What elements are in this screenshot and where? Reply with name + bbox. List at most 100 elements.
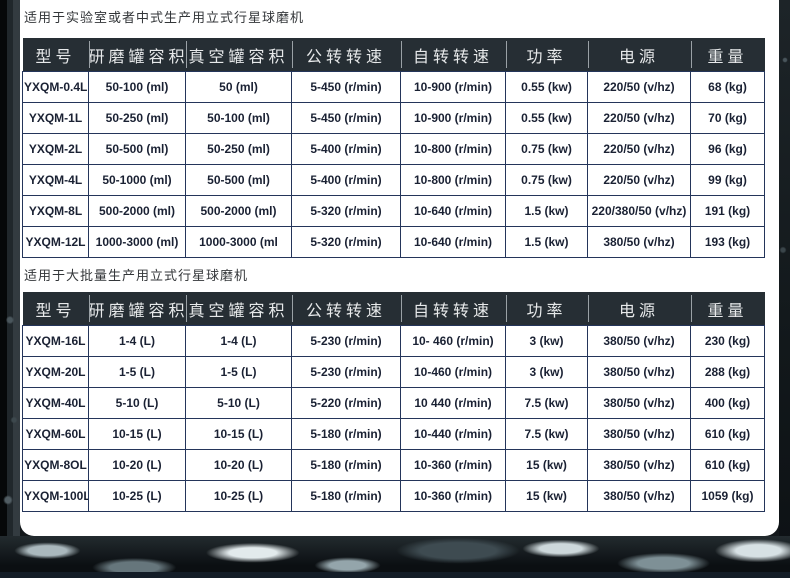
spec-cell: 400 (kg) — [690, 387, 765, 419]
spec-cell: 5-10 (L) — [185, 387, 292, 419]
spec-cell: 5-400 (r/min) — [291, 164, 401, 196]
column-header: 功率 — [505, 292, 588, 326]
spec-cell: 380/50 (v/hz) — [587, 387, 691, 419]
spec-cell: 220/50 (v/hz) — [587, 71, 691, 103]
spec-cell: 220/50 (v/hz) — [587, 133, 691, 165]
column-header: 自转转速 — [400, 292, 506, 326]
spec-cell: 10-360 (r/min) — [400, 449, 506, 481]
spec-cell: 68 (kg) — [690, 71, 765, 103]
spec-cell: 10-360 (r/min) — [400, 480, 506, 512]
spec-cell: 50-100 (ml) — [88, 71, 186, 103]
table-row: YXQM-1L 50-250 (ml) 50-100 (ml) 5-450 (r/mi… — [22, 102, 765, 134]
column-header: 功率 — [505, 38, 588, 72]
model-cell: YXQM-12L — [22, 226, 89, 258]
section-title-mass-production: 适用于大批量生产用立式行星球磨机 — [24, 268, 249, 283]
spec-cell: 10-640 (r/min) — [400, 226, 506, 258]
spec-cell: 220/380/50 (v/hz) — [587, 195, 691, 227]
table-row: YXQM-12L 1000-3000 (ml) 1000-3000 (ml 5-320… — [22, 226, 765, 258]
spec-cell: 70 (kg) — [690, 102, 765, 134]
spec-cell: 15 (kw) — [505, 449, 588, 481]
spec-cell: 5-220 (r/min) — [291, 387, 401, 419]
column-header: 重量 — [690, 292, 765, 326]
spec-cell: 50-500 (ml) — [88, 133, 186, 165]
header-row: 型号 研磨罐容积 真空罐容积 公转转速 自转转速 功率 电源 重量 — [22, 38, 765, 72]
spec-cell: 5-230 (r/min) — [291, 325, 401, 357]
model-cell: YXQM-1L — [22, 102, 89, 134]
table-row: YXQM-4L 50-1000 (ml) 50-500 (ml) 5-400 (r/m… — [22, 164, 765, 196]
spec-cell: 1-5 (L) — [185, 356, 292, 388]
spec-cell: 500-2000 (ml) — [185, 195, 292, 227]
rock-photo-strip — [0, 536, 790, 578]
spec-cell: 5-450 (r/min) — [291, 102, 401, 134]
spec-cell: 288 (kg) — [690, 356, 765, 388]
spec-cell: 0.75 (kw) — [505, 133, 588, 165]
header-row: 型号 研磨罐容积 真空罐容积 公转转速 自转转速 功率 电源 重量 — [22, 292, 765, 326]
spec-cell: 610 (kg) — [690, 418, 765, 450]
spec-cell: 50-500 (ml) — [185, 164, 292, 196]
spec-cell: 10-800 (r/min) — [400, 164, 506, 196]
spec-cell: 380/50 (v/hz) — [587, 480, 691, 512]
spec-cell: 5-180 (r/min) — [291, 480, 401, 512]
column-header: 型号 — [22, 38, 89, 72]
spec-cell: 1000-3000 (ml — [185, 226, 292, 258]
spec-cell: 1.5 (kw) — [505, 195, 588, 227]
column-header: 电源 — [587, 38, 691, 72]
model-cell: YXQM-40L — [22, 387, 89, 419]
column-header: 真空罐容积 — [185, 38, 292, 72]
spec-cell: 380/50 (v/hz) — [587, 325, 691, 357]
table-row: YXQM-0.4L 50-100 (ml) 50 (ml) 5-450 (r/min)… — [22, 71, 765, 103]
spec-cell: 10-25 (L) — [88, 480, 186, 512]
spec-cell: 10-15 (L) — [185, 418, 292, 450]
spec-cell: 1000-3000 (ml) — [88, 226, 186, 258]
column-header: 电源 — [587, 292, 691, 326]
table-row: YXQM-8L 500-2000 (ml) 500-2000 (ml) 5-320 (… — [22, 195, 765, 227]
spec-cell: 610 (kg) — [690, 449, 765, 481]
model-cell: YXQM-60L — [22, 418, 89, 450]
spec-cell: 0.75 (kw) — [505, 164, 588, 196]
model-cell: YXQM-16L — [22, 325, 89, 357]
spec-cell: 230 (kg) — [690, 325, 765, 357]
section-title-lab: 适用于实验室或者中式生产用立式行星球磨机 — [24, 10, 305, 25]
spec-cell: 10 440 (r/min) — [400, 387, 506, 419]
spec-cell: 99 (kg) — [690, 164, 765, 196]
spec-cell: 5-180 (r/min) — [291, 449, 401, 481]
spec-cell: 50-100 (ml) — [185, 102, 292, 134]
spec-cell: 5-180 (r/min) — [291, 418, 401, 450]
spec-cell: 15 (kw) — [505, 480, 588, 512]
background-texture-right — [779, 0, 790, 578]
spec-cell: 3 (kw) — [505, 356, 588, 388]
column-header: 重量 — [690, 38, 765, 72]
table-row: YXQM-100L 10-25 (L) 10-25 (L) 5-180 (r/min)… — [22, 480, 765, 512]
spec-cell: 1-5 (L) — [88, 356, 186, 388]
spec-cell: 1-4 (L) — [88, 325, 186, 357]
spec-cell: 10-900 (r/min) — [400, 71, 506, 103]
spec-cell: 380/50 (v/hz) — [587, 226, 691, 258]
spec-cell: 1.5 (kw) — [505, 226, 588, 258]
spec-cell: 10-800 (r/min) — [400, 133, 506, 165]
spec-cell: 10-20 (L) — [88, 449, 186, 481]
model-cell: YXQM-0.4L — [22, 71, 89, 103]
table-row: YXQM-60L 10-15 (L) 10-15 (L) 5-180 (r/min) 1… — [22, 418, 765, 450]
spec-cell: 380/50 (v/hz) — [587, 356, 691, 388]
table-row: YXQM-2L 50-500 (ml) 50-250 (ml) 5-400 (r/mi… — [22, 133, 765, 165]
spec-cell: 5-400 (r/min) — [291, 133, 401, 165]
table-row: YXQM-16L 1-4 (L) 1-4 (L) 5-230 (r/min) 10- 4… — [22, 325, 765, 357]
column-header: 研磨罐容积 — [88, 38, 186, 72]
spec-cell: 5-320 (r/min) — [291, 226, 401, 258]
table-row: YXQM-20L 1-5 (L) 1-5 (L) 5-230 (r/min) 10-46… — [22, 356, 765, 388]
column-header: 研磨罐容积 — [88, 292, 186, 326]
table-row: YXQM-8OL 10-20 (L) 10-20 (L) 5-180 (r/min) 1… — [22, 449, 765, 481]
spec-cell: 1-4 (L) — [185, 325, 292, 357]
spec-cell: 10- 460 (r/min) — [400, 325, 506, 357]
spec-cell: 7.5 (kw) — [505, 418, 588, 450]
spec-cell: 380/50 (v/hz) — [587, 449, 691, 481]
spec-cell: 5-320 (r/min) — [291, 195, 401, 227]
column-header: 真空罐容积 — [185, 292, 292, 326]
spec-cell: 10-20 (L) — [185, 449, 292, 481]
spec-cell: 50-250 (ml) — [185, 133, 292, 165]
mass-production-spec-table: 型号 研磨罐容积 真空罐容积 公转转速 自转转速 功率 电源 重量 YXQM-16L 1-4 (… — [22, 292, 765, 512]
spec-cell: 10-25 (L) — [185, 480, 292, 512]
column-header: 公转转速 — [291, 292, 401, 326]
spec-cell: 0.55 (kw) — [505, 102, 588, 134]
